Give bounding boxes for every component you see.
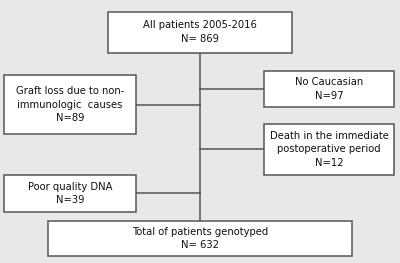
FancyBboxPatch shape <box>108 12 292 53</box>
Text: Total of patients genotyped
N= 632: Total of patients genotyped N= 632 <box>132 227 268 250</box>
Text: All patients 2005-2016
N= 869: All patients 2005-2016 N= 869 <box>143 21 257 44</box>
Text: Poor quality DNA
N=39: Poor quality DNA N=39 <box>28 181 112 205</box>
Text: No Caucasian
N=97: No Caucasian N=97 <box>295 77 363 100</box>
FancyBboxPatch shape <box>4 175 136 212</box>
Text: Death in the immediate
postoperative period
N=12: Death in the immediate postoperative per… <box>270 131 388 168</box>
FancyBboxPatch shape <box>264 71 394 107</box>
FancyBboxPatch shape <box>4 75 136 134</box>
FancyBboxPatch shape <box>48 221 352 256</box>
FancyBboxPatch shape <box>264 124 394 175</box>
Text: Graft loss due to non-
immunologic  causes
N=89: Graft loss due to non- immunologic cause… <box>16 86 124 123</box>
